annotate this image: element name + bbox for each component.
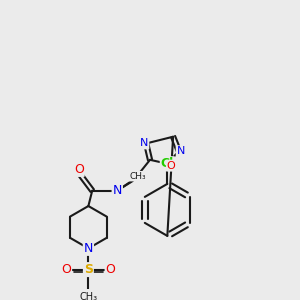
Text: N: N	[140, 139, 148, 148]
Text: Cl: Cl	[161, 157, 174, 170]
Text: O: O	[167, 160, 176, 171]
Text: S: S	[84, 263, 93, 276]
Text: O: O	[61, 263, 71, 276]
Text: CH₃: CH₃	[79, 292, 98, 300]
Text: O: O	[106, 263, 116, 276]
Text: O: O	[74, 163, 84, 176]
Text: N: N	[112, 184, 122, 197]
Text: N: N	[84, 242, 93, 255]
Text: CH₃: CH₃	[129, 172, 146, 181]
Text: N: N	[177, 146, 185, 156]
